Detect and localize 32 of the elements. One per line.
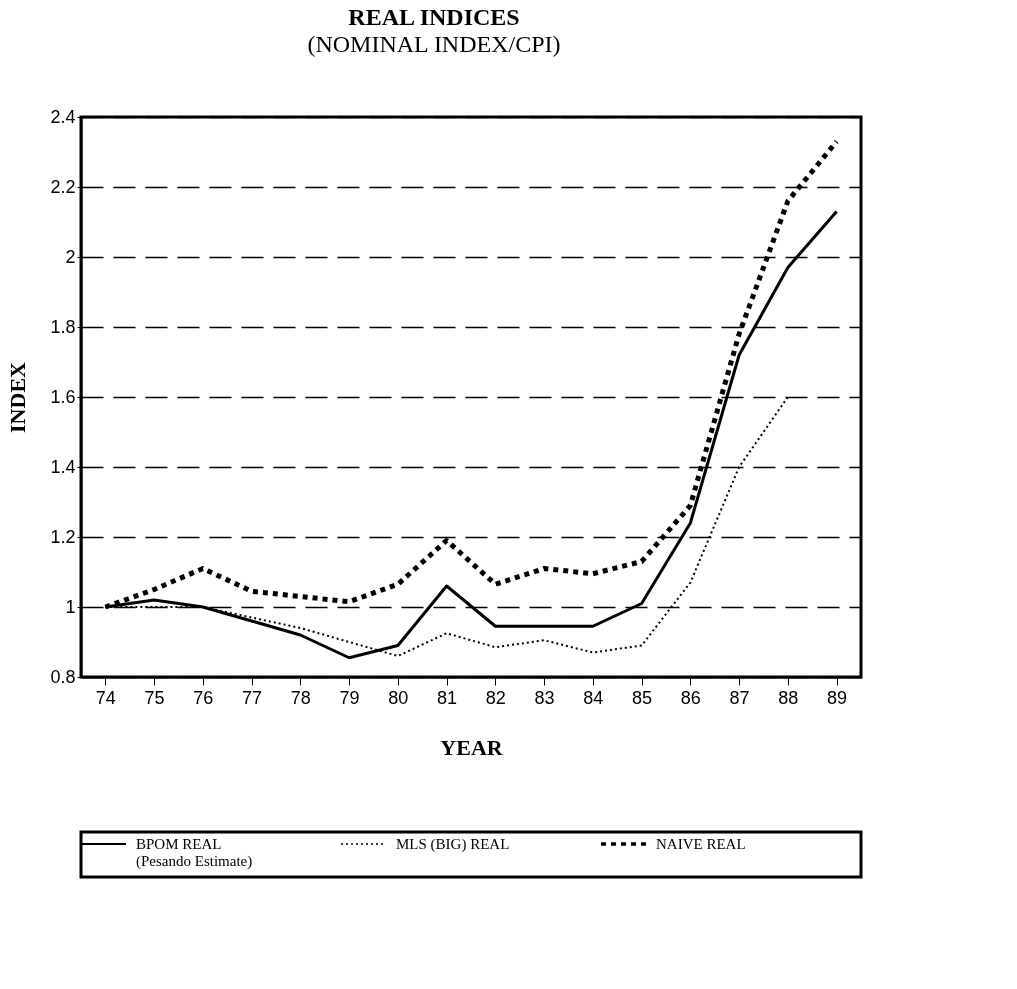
legend-label: NAIVE REAL (656, 836, 746, 852)
x-tick-label: 79 (339, 687, 360, 708)
y-tick-label: 0.8 (50, 666, 76, 687)
x-axis-title: YEAR (440, 734, 504, 760)
x-tick-label: 84 (583, 687, 604, 708)
x-tick-label: 87 (729, 687, 750, 708)
x-tick-label: 77 (242, 687, 263, 708)
chart-subtitle: (NOMINAL INDEX/CPI) (307, 30, 561, 57)
legend-label: BPOM REAL (Pesando Estimate) (136, 836, 253, 870)
x-tick-label: 80 (388, 687, 409, 708)
x-tick-label: 76 (193, 687, 214, 708)
y-tick-label: 1.2 (50, 526, 76, 547)
y-axis-title: INDEX (5, 361, 31, 433)
x-tick-label: 75 (144, 687, 165, 708)
legend-label: MLS (BIG) REAL (396, 836, 510, 853)
y-tick-label: 2.2 (50, 176, 76, 197)
x-tick-label: 81 (437, 687, 458, 708)
y-tick-label: 1.4 (50, 456, 76, 477)
chart-title: REAL INDICES (348, 3, 520, 30)
x-tick-label: 83 (534, 687, 555, 708)
x-tick-label: 88 (778, 687, 799, 708)
y-tick-label: 1.6 (50, 386, 76, 407)
y-tick-label: 2 (65, 246, 76, 267)
y-tick-label: 1.8 (50, 316, 76, 337)
x-tick-label: 74 (95, 687, 116, 708)
x-tick-label: 89 (827, 687, 848, 708)
y-tick-label: 1 (65, 596, 76, 617)
y-tick-label: 2.4 (50, 106, 76, 127)
x-tick-label: 78 (290, 687, 311, 708)
x-tick-label: 85 (632, 687, 653, 708)
x-tick-label: 86 (680, 687, 701, 708)
x-tick-label: 82 (485, 687, 506, 708)
